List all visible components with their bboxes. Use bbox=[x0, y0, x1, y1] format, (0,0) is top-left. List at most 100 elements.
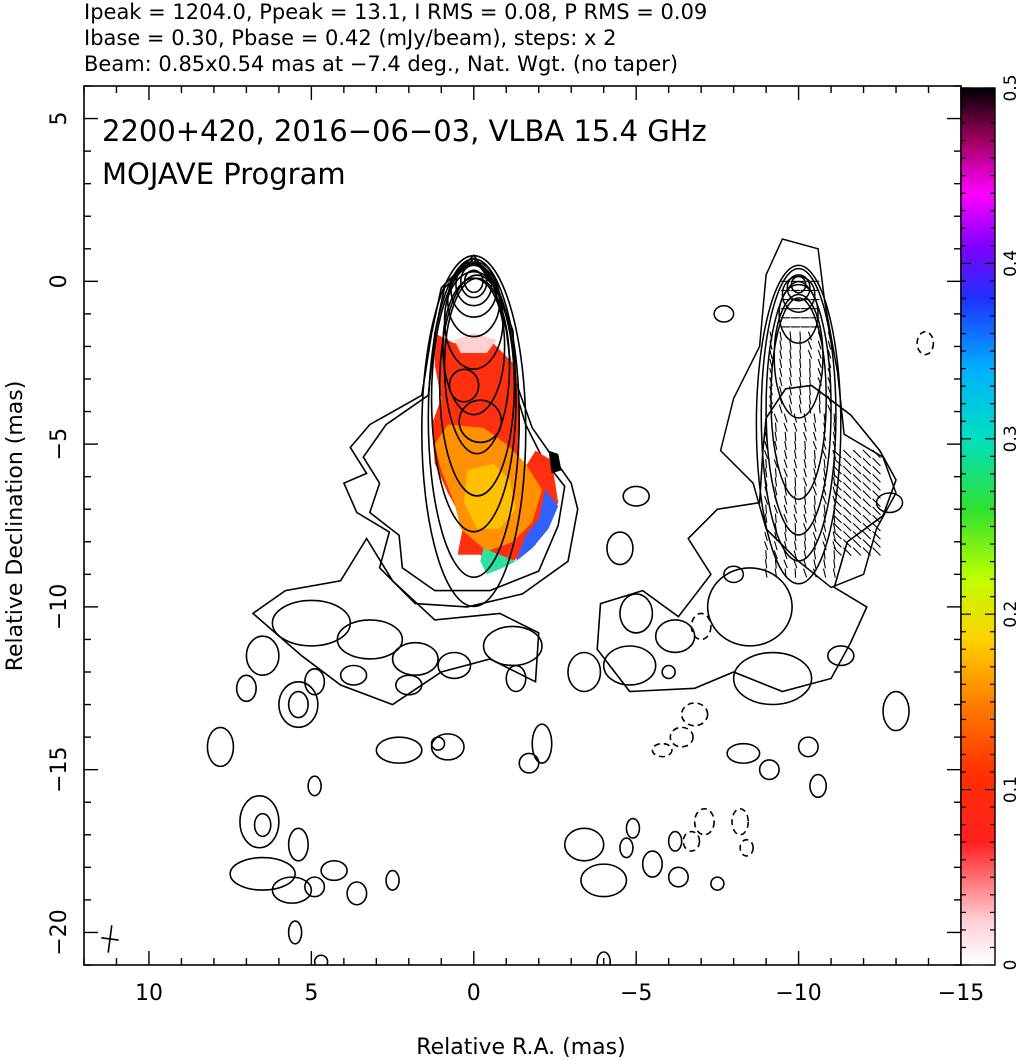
evpa-stick bbox=[809, 367, 811, 378]
evpa-stick bbox=[823, 459, 826, 469]
evpa-stick bbox=[817, 377, 822, 387]
source-title: 2200+420, 2016−06−03, VLBA 15.4 GHz bbox=[102, 114, 707, 148]
evpa-stick bbox=[783, 559, 788, 569]
x-tick-label: 0 bbox=[467, 981, 481, 1006]
evpa-stick bbox=[862, 449, 872, 459]
diffuse-contour-blob bbox=[531, 723, 553, 764]
axis-ticks bbox=[83, 85, 962, 966]
evpa-stick bbox=[872, 457, 881, 467]
evpa-stick bbox=[793, 413, 798, 423]
right-panel-contour bbox=[765, 280, 832, 536]
right-panel-contour bbox=[755, 264, 842, 585]
evpa-stick bbox=[768, 395, 773, 405]
diffuse-contour-blob bbox=[287, 920, 303, 945]
evpa-stick bbox=[813, 449, 816, 460]
evpa-stick bbox=[779, 386, 783, 396]
evpa-stick bbox=[764, 568, 768, 578]
diffuse-contour-blob bbox=[667, 830, 683, 852]
evpa-stick bbox=[773, 413, 778, 423]
evpa-stick bbox=[832, 431, 836, 441]
evpa-stick bbox=[803, 431, 808, 441]
diffuse-contour-blob bbox=[320, 860, 348, 882]
evpa-stick bbox=[808, 395, 812, 405]
evpa-stick bbox=[852, 449, 862, 459]
evpa-stick bbox=[793, 504, 798, 514]
evpa-stick bbox=[813, 413, 817, 423]
evpa-stick bbox=[872, 506, 881, 516]
evpa-stick bbox=[779, 349, 783, 359]
evpa-stick bbox=[852, 547, 862, 556]
evpa-stick bbox=[764, 513, 768, 523]
x-tick-label: −5 bbox=[620, 981, 652, 1006]
evpa-stick bbox=[852, 530, 862, 540]
polfrac-pink-region bbox=[454, 333, 497, 353]
diffuse-contour-blob bbox=[726, 742, 761, 764]
evpa-stick bbox=[784, 568, 787, 578]
evpa-stick bbox=[764, 495, 769, 505]
evpa-stick bbox=[852, 473, 862, 483]
evpa-stick bbox=[807, 349, 813, 359]
diffuse-contour-blob bbox=[619, 593, 654, 634]
evpa-stick bbox=[783, 449, 788, 460]
evpa-stick bbox=[817, 368, 822, 377]
evpa-stick bbox=[803, 522, 808, 532]
evpa-stick bbox=[803, 568, 808, 578]
diffuse-contour-blob bbox=[641, 850, 663, 878]
evpa-stick bbox=[807, 331, 813, 341]
evpa-stick bbox=[764, 431, 768, 441]
evpa-stick bbox=[827, 349, 832, 359]
evpa-stick bbox=[773, 504, 778, 514]
evpa-stick bbox=[822, 541, 827, 551]
y-tick-label: 5 bbox=[47, 112, 72, 126]
evpa-stick bbox=[789, 358, 792, 368]
evpa-stick bbox=[793, 468, 798, 478]
evpa-stick bbox=[852, 539, 862, 548]
diffuse-contour-blob bbox=[706, 567, 793, 647]
evpa-stick bbox=[783, 459, 788, 469]
diffuse-contour-blob bbox=[271, 876, 313, 904]
evpa-stick bbox=[832, 450, 837, 460]
evpa-stick bbox=[822, 486, 827, 496]
evpa-stick bbox=[803, 504, 807, 514]
evpa-stick bbox=[774, 532, 778, 542]
diffuse-contour-blob bbox=[336, 619, 404, 660]
evpa-stick bbox=[803, 459, 807, 469]
evpa-stick bbox=[784, 431, 787, 441]
diffuse-contour-blob bbox=[619, 837, 634, 859]
evpa-stick bbox=[774, 486, 778, 496]
diffuse-contour-blob bbox=[206, 726, 235, 768]
evpa-stick bbox=[764, 541, 769, 551]
x-tick-labels: 10 5 0 −5 −10 −15 bbox=[135, 981, 984, 1006]
evpa-stick bbox=[774, 440, 778, 450]
evpa-stick bbox=[764, 522, 768, 533]
diffuse-contour-blob bbox=[596, 951, 611, 965]
evpa-stick bbox=[862, 547, 872, 556]
polfrac-yellow-region bbox=[464, 463, 516, 529]
negative-contour bbox=[916, 331, 935, 356]
evpa-stick bbox=[852, 490, 862, 499]
negative-contour bbox=[669, 726, 694, 748]
evpa-stick bbox=[872, 522, 881, 532]
evpa-stick bbox=[813, 495, 816, 505]
evpa-stick bbox=[833, 457, 842, 467]
evpa-stick bbox=[862, 514, 872, 524]
evpa-stick bbox=[843, 522, 852, 532]
core-contour bbox=[442, 277, 506, 416]
negative-contour bbox=[682, 830, 701, 852]
evpa-stick bbox=[764, 559, 768, 569]
evpa-stick bbox=[764, 486, 768, 496]
evpa-stick bbox=[833, 547, 842, 556]
core-contour bbox=[427, 258, 521, 579]
evpa-stick bbox=[789, 331, 792, 341]
evpa-stick bbox=[774, 422, 777, 432]
beam-minor-axis bbox=[101, 937, 119, 941]
diffuse-contour-blob bbox=[667, 866, 689, 888]
diffuse-contour-blob bbox=[758, 759, 780, 781]
evpa-stick bbox=[773, 459, 778, 469]
evpa-stick bbox=[822, 568, 827, 578]
evpa-stick bbox=[803, 449, 807, 460]
evpa-stick bbox=[843, 490, 852, 499]
evpa-stick bbox=[827, 358, 832, 368]
core-contour bbox=[463, 269, 484, 294]
evpa-stick bbox=[833, 422, 836, 432]
